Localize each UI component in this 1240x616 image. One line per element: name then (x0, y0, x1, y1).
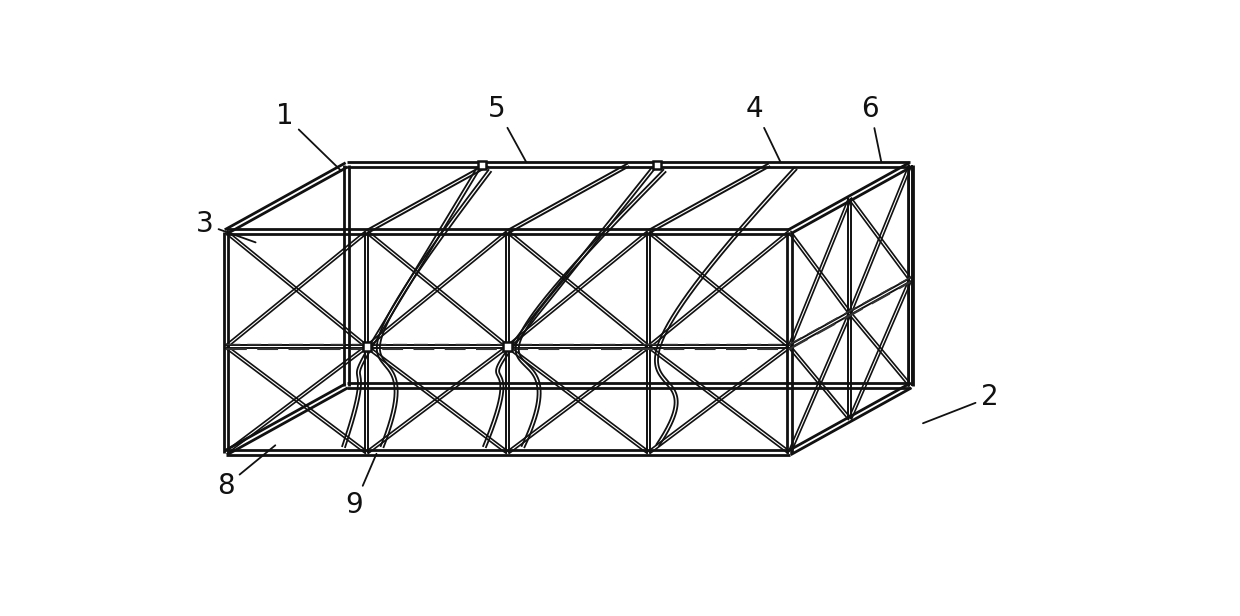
Text: 1: 1 (277, 102, 341, 171)
Bar (362, 342, 371, 351)
Bar (477, 161, 486, 169)
Text: 4: 4 (746, 95, 781, 162)
Text: 3: 3 (196, 210, 255, 242)
Text: 5: 5 (489, 95, 526, 163)
Bar (503, 342, 512, 351)
Text: 2: 2 (923, 383, 998, 423)
Text: 9: 9 (346, 454, 377, 519)
Bar (652, 161, 661, 169)
Text: 8: 8 (217, 445, 275, 500)
Text: 6: 6 (862, 95, 882, 162)
